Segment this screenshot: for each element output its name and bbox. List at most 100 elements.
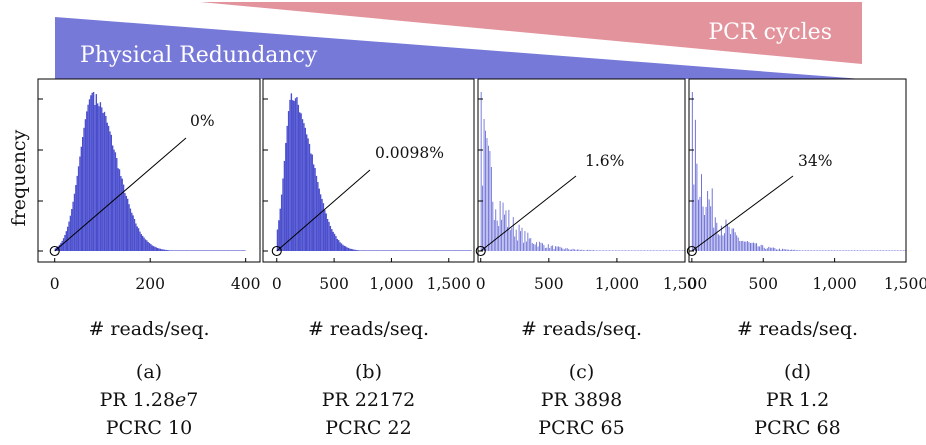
histogram-bar xyxy=(438,250,440,251)
histogram-bar xyxy=(307,138,309,251)
histogram-bar xyxy=(528,238,530,251)
histogram-bar xyxy=(749,242,751,251)
histogram-bar xyxy=(699,196,701,251)
histogram-bar xyxy=(495,209,497,251)
histogram-bar xyxy=(107,125,110,251)
histogram-bar xyxy=(782,248,784,251)
histogram-bar xyxy=(464,250,467,251)
histogram-bar xyxy=(299,112,301,251)
histogram-bar xyxy=(356,250,358,251)
histogram-bar xyxy=(193,250,196,251)
histogram-bar xyxy=(389,250,391,251)
histogram-bar xyxy=(748,242,750,251)
histogram-bar xyxy=(661,250,663,251)
histogram-bar xyxy=(121,178,123,251)
histogram-bar xyxy=(283,160,286,251)
histogram-bar xyxy=(720,225,722,251)
histogram-bar xyxy=(652,250,654,251)
histogram-bar xyxy=(300,113,302,252)
histogram-bar xyxy=(499,201,501,251)
x-tick-label: 0 xyxy=(272,275,282,293)
histogram-bar xyxy=(128,204,130,251)
histogram-bar xyxy=(358,250,361,251)
histogram-bar xyxy=(629,250,631,251)
histogram-bar xyxy=(631,250,632,251)
histogram-bar xyxy=(314,168,316,251)
histogram-bar xyxy=(429,250,432,251)
histogram-bar xyxy=(102,113,104,251)
histogram-bar xyxy=(414,250,417,251)
histogram-bar xyxy=(404,250,407,251)
histogram-bar xyxy=(657,250,659,251)
histogram-bar xyxy=(649,250,651,251)
histogram-bar xyxy=(381,250,383,251)
histogram-bar xyxy=(482,185,484,251)
annotation-line xyxy=(276,169,371,252)
histogram-bar xyxy=(215,250,218,251)
pcrc-value: PCRC 22 xyxy=(325,417,411,439)
histogram-bar xyxy=(520,231,521,251)
histogram-bar xyxy=(841,250,843,251)
histogram-bar xyxy=(94,104,96,252)
histogram-bar xyxy=(832,250,834,251)
histogram-bar xyxy=(421,250,423,251)
histogram-bar xyxy=(867,250,869,251)
histogram-bar xyxy=(838,250,840,251)
histogram-bar xyxy=(297,104,300,251)
histogram-bar xyxy=(80,146,82,251)
pcr-cycles-wedge xyxy=(200,2,862,64)
histogram-bar xyxy=(147,241,149,251)
histogram-bar xyxy=(731,228,733,251)
histogram-bar xyxy=(875,250,877,251)
histogram-bar xyxy=(459,250,461,251)
histogram-bar xyxy=(834,250,836,251)
histogram-bar xyxy=(820,250,822,251)
histogram-bar xyxy=(169,250,171,251)
histogram-bar xyxy=(227,250,230,251)
x-tick-label: 500 xyxy=(748,275,778,293)
histogram-bar xyxy=(442,250,444,251)
histogram-bar xyxy=(208,250,211,251)
annotation-line xyxy=(691,175,794,252)
histogram-bar xyxy=(506,226,508,251)
histogram-bar xyxy=(457,250,460,251)
histogram-bar xyxy=(817,250,819,251)
histogram-bar xyxy=(607,250,609,251)
histogram-bar xyxy=(794,249,796,251)
histogram-bar xyxy=(73,193,76,251)
histogram-bar xyxy=(728,226,730,251)
histogram-bar xyxy=(375,250,378,251)
histogram-bar xyxy=(658,250,660,251)
histogram-bar xyxy=(117,168,119,251)
histogram-bar xyxy=(124,193,126,251)
histogram-bar xyxy=(238,250,241,251)
histogram-bar xyxy=(864,250,866,251)
histogram-bar xyxy=(286,125,288,251)
histogram-bar xyxy=(210,250,212,251)
histogram-bar xyxy=(677,250,679,251)
histogram-bar xyxy=(449,250,451,251)
histogram-bar xyxy=(180,250,182,251)
histogram-bar xyxy=(206,250,208,251)
histogram-bar xyxy=(191,250,193,251)
histogram-bar xyxy=(159,248,162,251)
subfigure-label: (c) xyxy=(569,361,594,383)
histogram-bar xyxy=(321,198,323,251)
histogram-bar xyxy=(534,244,536,251)
histogram-bar xyxy=(632,250,634,251)
histogram-bar xyxy=(229,250,231,251)
pcr-cycles-label: PCR cycles xyxy=(708,20,832,45)
histogram-bar xyxy=(696,163,698,251)
histogram-bar xyxy=(187,250,189,251)
histogram-bar xyxy=(536,242,538,251)
histogram-bar xyxy=(660,250,662,251)
x-tick-label: 1,000 xyxy=(595,275,639,293)
histogram-bar xyxy=(236,250,238,251)
histogram-bar xyxy=(614,250,616,251)
histogram-bar xyxy=(641,250,643,251)
histogram-bar xyxy=(466,250,468,251)
histogram-bar xyxy=(866,250,868,251)
histogram-bar xyxy=(899,250,901,251)
histogram-bar xyxy=(333,233,336,251)
histogram-bar xyxy=(578,249,580,251)
